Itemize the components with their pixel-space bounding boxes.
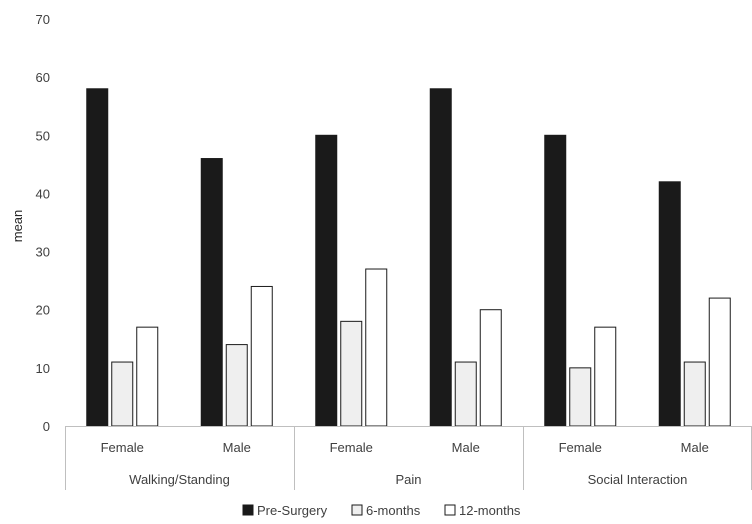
y-tick-label: 0 bbox=[43, 419, 50, 434]
bar-pre-surgery bbox=[315, 134, 338, 427]
bar-6-months bbox=[225, 344, 248, 427]
x-category-label: Male bbox=[223, 440, 251, 455]
y-tick-label: 60 bbox=[36, 70, 50, 85]
y-tick-label: 10 bbox=[36, 361, 50, 376]
legend-swatch bbox=[444, 504, 456, 516]
bar-6-months bbox=[569, 367, 592, 427]
legend-label: 12-months bbox=[459, 503, 521, 518]
bar-pre-surgery bbox=[544, 134, 567, 427]
bar-12-months bbox=[250, 285, 273, 427]
bar-6-months bbox=[111, 361, 134, 427]
legend-swatch bbox=[242, 504, 254, 516]
legend: Pre-Surgery 6-months 12-months bbox=[242, 503, 521, 518]
bar-12-months bbox=[365, 268, 388, 427]
legend-label: 6-months bbox=[366, 503, 421, 518]
x-group-label: Pain bbox=[395, 472, 421, 487]
y-tick-label: 30 bbox=[36, 245, 50, 260]
bars bbox=[86, 88, 731, 427]
y-axis-ticks: 0 10 20 30 40 50 60 70 bbox=[36, 12, 50, 434]
y-tick-label: 20 bbox=[36, 303, 50, 318]
y-axis-label: mean bbox=[10, 210, 25, 243]
x-category-label: Female bbox=[330, 440, 373, 455]
y-tick-label: 70 bbox=[36, 12, 50, 27]
bar-12-months bbox=[136, 326, 159, 427]
x-axis: Female Male Female Male Female Male Walking/St… bbox=[65, 426, 752, 490]
bar-6-months bbox=[454, 361, 477, 427]
x-group-label: Walking/Standing bbox=[129, 472, 230, 487]
x-category-label: Female bbox=[101, 440, 144, 455]
bar-12-months bbox=[479, 309, 502, 427]
bar-pre-surgery bbox=[429, 88, 452, 427]
bar-6-months bbox=[683, 361, 706, 427]
bar-6-months bbox=[340, 320, 363, 427]
x-category-label: Male bbox=[681, 440, 709, 455]
legend-label: Pre-Surgery bbox=[257, 503, 328, 518]
legend-swatch bbox=[351, 504, 363, 516]
x-category-label: Male bbox=[452, 440, 480, 455]
bar-pre-surgery bbox=[86, 88, 109, 427]
x-category-label: Female bbox=[559, 440, 602, 455]
bar-pre-surgery bbox=[658, 181, 681, 427]
bar-12-months bbox=[594, 326, 617, 427]
y-tick-label: 40 bbox=[36, 186, 50, 201]
y-tick-label: 50 bbox=[36, 128, 50, 143]
x-group-label: Social Interaction bbox=[588, 472, 688, 487]
bar-pre-surgery bbox=[200, 158, 223, 427]
bar-12-months bbox=[708, 297, 731, 427]
